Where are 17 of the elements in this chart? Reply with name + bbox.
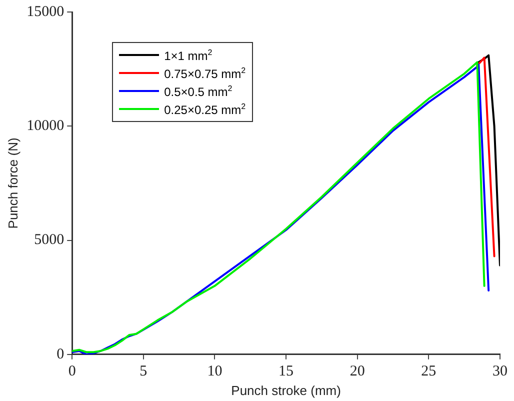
x-tick-label: 20: [350, 363, 365, 380]
y-axis-title: Punch force (N): [5, 138, 20, 229]
x-tick-label: 15: [278, 363, 294, 380]
x-tick-label: 5: [140, 363, 148, 380]
x-tick-label: 30: [492, 363, 508, 380]
x-tick-label: 10: [207, 363, 222, 380]
y-tick-label: 0: [56, 346, 64, 362]
legend-label: 0.75×0.75 mm$^{2}$: [164, 66, 246, 80]
y-tick-label: 10000: [26, 118, 64, 134]
legend-label: 0.5×0.5 mm$^{2}$: [164, 84, 232, 98]
y-tick-label: 15000: [26, 4, 64, 20]
legend-label: 1×1 mm$^{2}$: [164, 48, 212, 62]
x-tick-label: 0: [68, 363, 76, 380]
x-axis-title: Punch stroke (mm): [231, 382, 341, 398]
x-tick-label: 25: [421, 363, 436, 380]
y-tick-label: 5000: [34, 232, 64, 248]
legend-label: 0.25×0.25 mm$^{2}$: [164, 102, 246, 116]
